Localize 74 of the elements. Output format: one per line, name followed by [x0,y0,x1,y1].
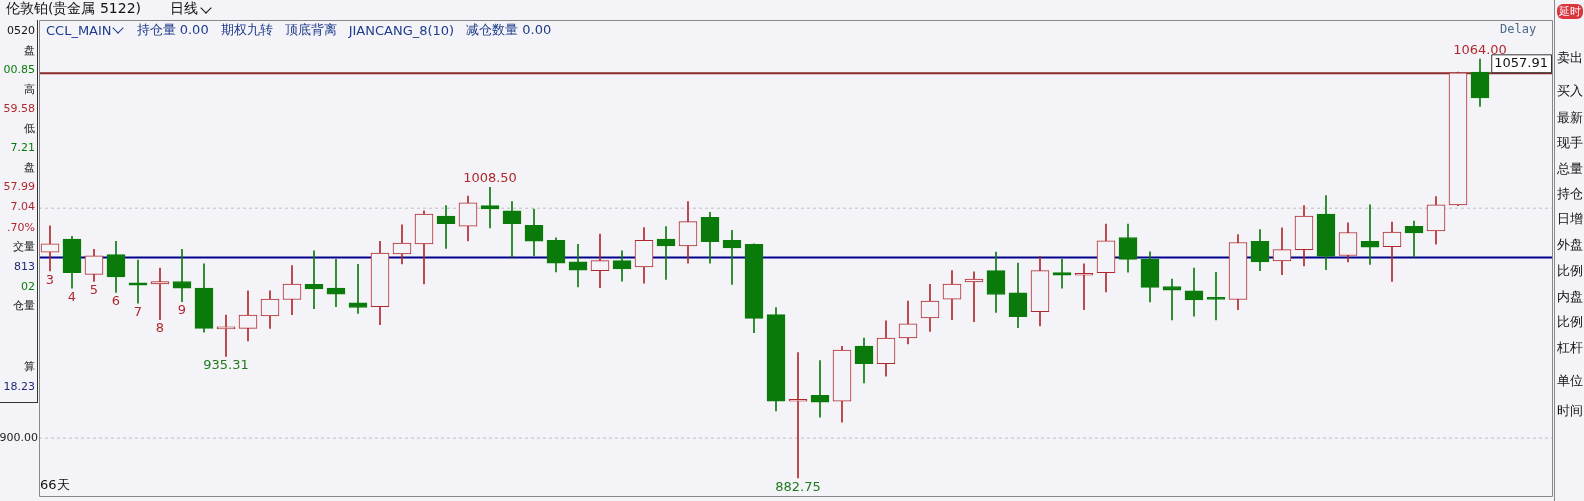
candlestick [480,186,500,229]
candlestick [1184,267,1204,317]
text: Delay [1500,22,1537,36]
annotation: 935.31 [203,357,249,373]
text: 顶底背离 [284,21,337,39]
candlestick [568,243,588,288]
text: 交量 [13,239,35,254]
annotation: 7 [133,304,143,320]
candlestick [1162,278,1182,321]
text: 1064.00 [1453,41,1507,57]
candlestick [722,230,742,285]
text: 现手 [1557,134,1583,152]
text: 57.99 [3,180,35,193]
candlestick [1404,220,1424,258]
candlestick [1074,263,1094,310]
candlestick [436,205,456,249]
text: 0520 [7,24,35,37]
text: 持仓 [1557,185,1583,203]
text: JIANCANG_8(10) [348,22,455,38]
text: 单位 [1557,372,1583,390]
annotation: 9 [177,302,187,318]
text: 900.00 [0,431,38,445]
annotation: 8 [155,320,165,336]
text: 比例 [1557,313,1583,331]
annotation: 3 [45,271,55,287]
text: 00.85 [3,63,35,76]
text: CCL_MAIN [46,22,112,38]
candlestick [172,248,192,302]
text: 延时 [1557,4,1583,19]
chart-subtitle: 日线 [170,0,198,18]
annotation: 66天 [40,476,70,494]
candlestick [1052,258,1072,289]
candlestick [788,352,808,479]
text: 813 [14,260,35,273]
annotation: 6 [111,293,121,309]
text: 59.58 [3,102,35,115]
annotation: 4 [67,289,77,305]
text: 02 [21,280,35,293]
candlestick [810,360,830,418]
text: 时间 [1557,402,1583,420]
text: 持仓量 0.00 [136,21,209,39]
text: 18.23 [3,380,35,393]
text: 低 [24,121,35,136]
annotation: 5 [89,282,99,298]
text: 盘 [24,160,35,175]
annotation: 1008.50 [463,170,517,186]
text: 仓量 [13,298,35,313]
text: 卖出 [1557,49,1583,67]
text: 1057.91 [1494,54,1549,70]
candlestick [656,226,676,280]
text: 内盘 [1557,288,1583,306]
candlestick [590,233,610,289]
text: .70% [7,221,35,234]
text: 算 [24,359,35,374]
text: 总量 [1557,160,1583,178]
text: 比例 [1557,262,1583,280]
text: 7.04 [10,200,35,213]
text: 高 [24,82,35,97]
candlestick [216,314,236,357]
text: 最新 [1557,109,1583,127]
text: 期权九转 [220,21,273,39]
text: 7.21 [10,141,35,154]
candlestick [1206,271,1226,321]
candlestick [41,225,59,272]
text: 买入 [1557,82,1583,100]
text: 杠杆 [1557,339,1583,357]
text: 日增 [1557,210,1583,228]
text: 882.75 [775,478,821,494]
candlestick [128,259,148,304]
text: 盘 [24,43,35,58]
candlestick [502,201,522,258]
text: 外盘 [1557,236,1583,254]
text: 减仓数量 0.00 [466,21,552,39]
chart-title: 伦敦铂(贵金属 5122) [6,0,142,18]
